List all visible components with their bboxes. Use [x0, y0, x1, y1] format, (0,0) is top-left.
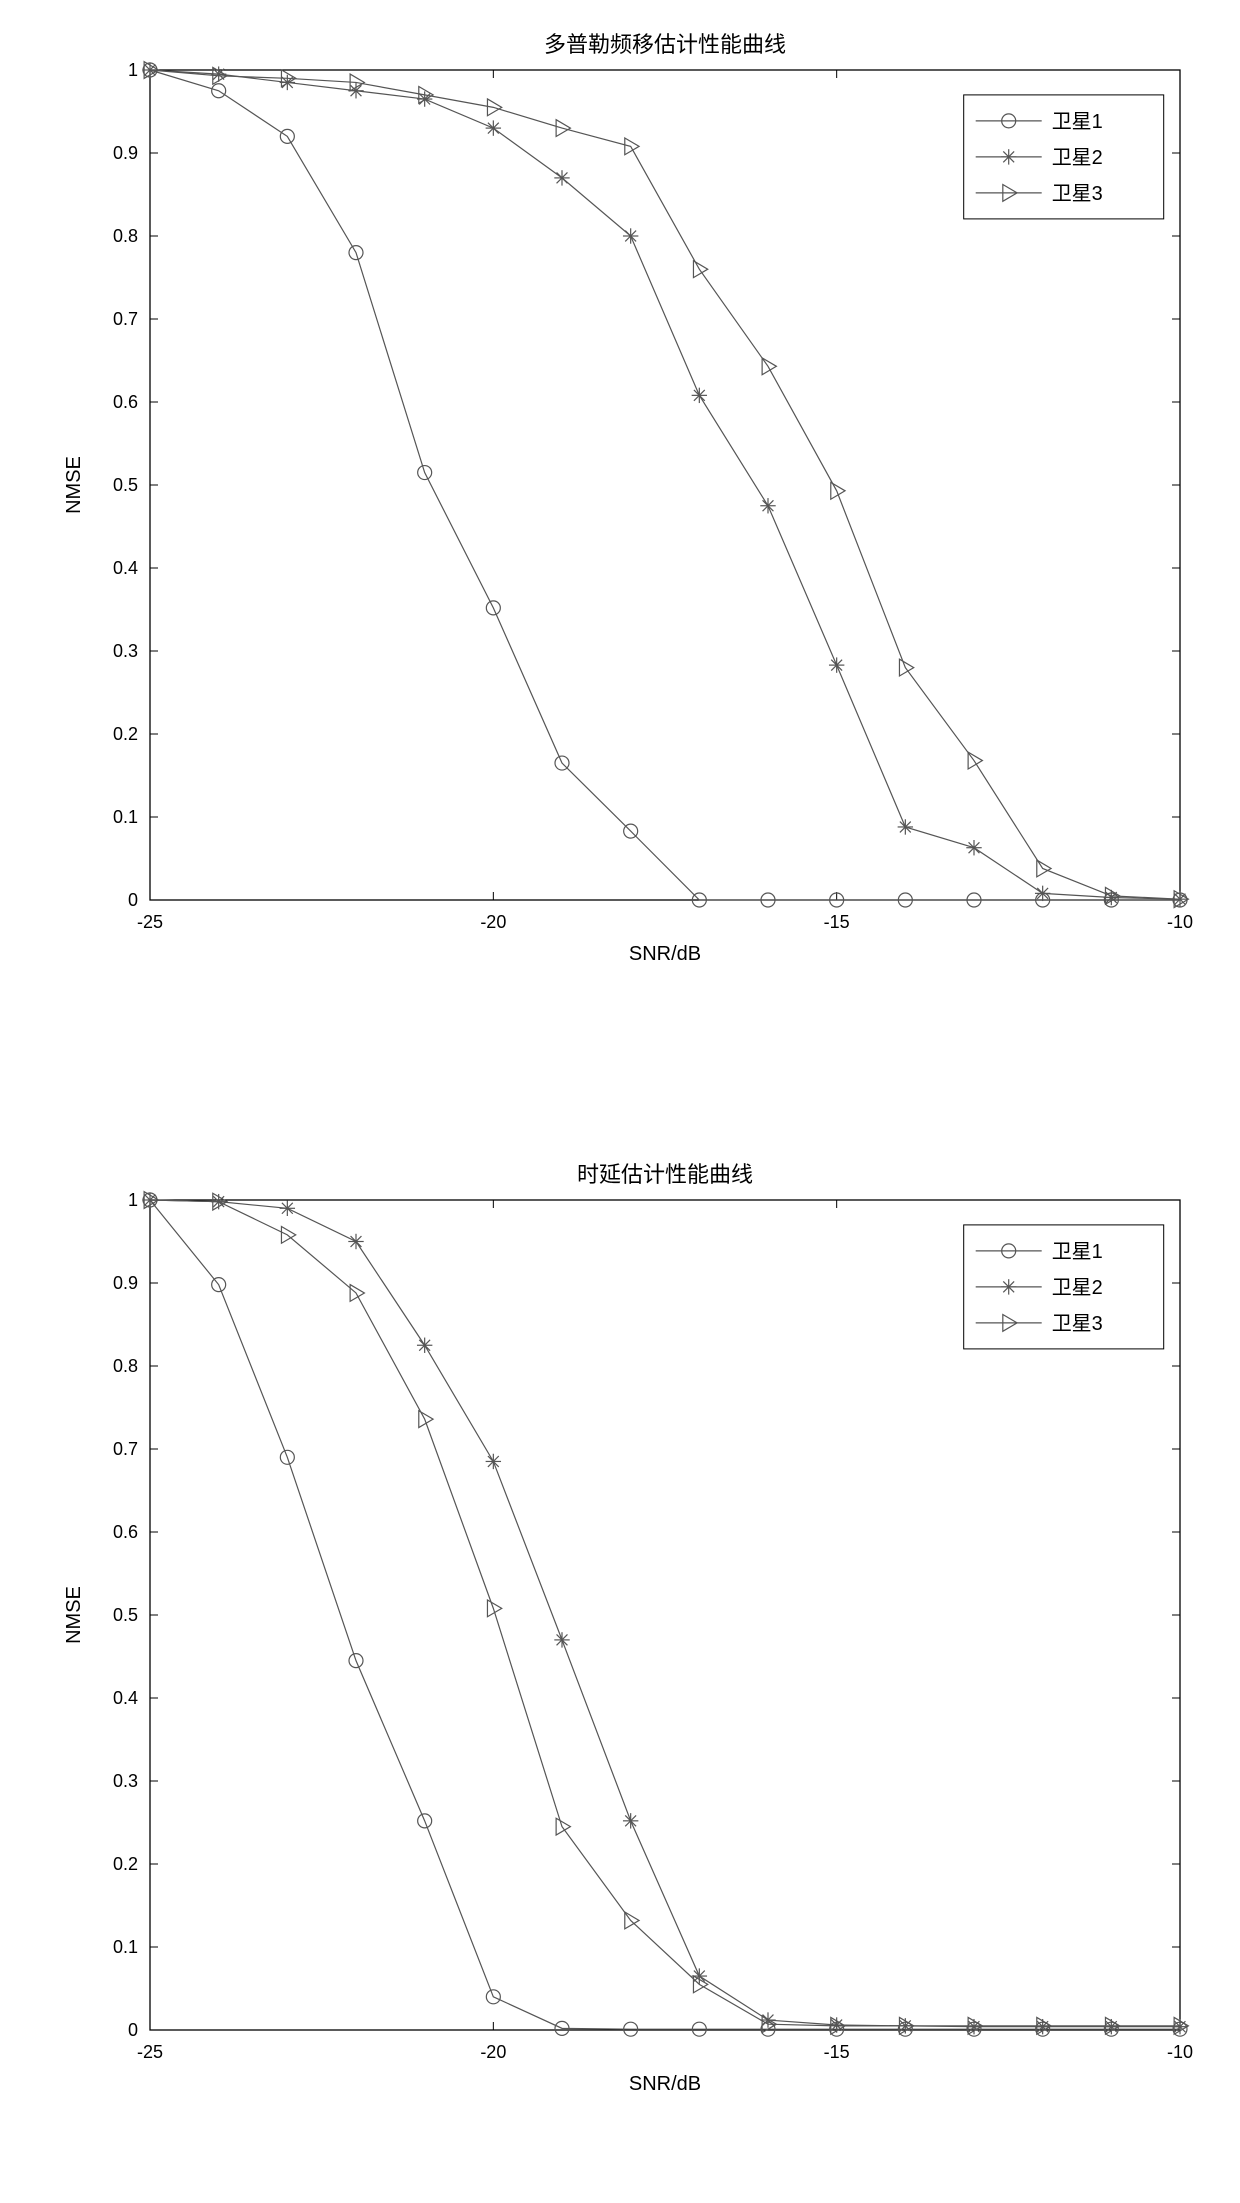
x-axis-label: SNR/dB: [629, 2073, 701, 2095]
x-tick-label: -10: [1167, 2042, 1193, 2062]
y-tick-label: 0.8: [113, 226, 138, 246]
legend-label: 卫星3: [1052, 183, 1103, 205]
y-tick-label: 0.1: [113, 1937, 138, 1957]
y-tick-label: 0.6: [113, 392, 138, 412]
figure-svg: -25 -20 -15 -10 0 0.1 0.2 0.3 0.4 0.5 0.6 0.7 0.8 0.9…: [0, 0, 1240, 2203]
y-tick-label: 0.5: [113, 1605, 138, 1625]
y-tick-label: 0: [128, 2020, 138, 2040]
y-tick-label: 0: [128, 890, 138, 910]
y-axis-label: NMSE: [63, 456, 85, 514]
y-tick-label: 0.4: [113, 1688, 138, 1708]
y-axis-label: NMSE: [63, 1586, 85, 1644]
y-tick-label: 0.9: [113, 143, 138, 163]
y-tick-label: 0.8: [113, 1356, 138, 1376]
y-tick-label: 0.3: [113, 641, 138, 661]
y-tick-label: 0.6: [113, 1522, 138, 1542]
y-tick-label: 0.9: [113, 1273, 138, 1293]
y-tick-label: 0.2: [113, 1854, 138, 1874]
legend-label: 卫星2: [1052, 147, 1103, 169]
legend-label: 卫星1: [1052, 1241, 1103, 1263]
y-tick-label: 1: [128, 1190, 138, 1210]
y-tick-label: 0.2: [113, 724, 138, 744]
chart-title: 时延估计性能曲线: [577, 1162, 753, 1187]
x-tick-label: -15: [824, 912, 850, 932]
x-tick-label: -15: [824, 2042, 850, 2062]
y-tick-label: 0.4: [113, 558, 138, 578]
y-tick-label: 0.7: [113, 1439, 138, 1459]
y-tick-label: 0.3: [113, 1771, 138, 1791]
x-tick-label: -20: [480, 2042, 506, 2062]
x-axis-label: SNR/dB: [629, 943, 701, 965]
y-tick-label: 1: [128, 60, 138, 80]
legend-label: 卫星3: [1052, 1313, 1103, 1335]
y-tick-label: 0.7: [113, 309, 138, 329]
y-tick-label: 0.5: [113, 475, 138, 495]
y-tick-label: 0.1: [113, 807, 138, 827]
x-tick-label: -20: [480, 912, 506, 932]
legend-label: 卫星1: [1052, 111, 1103, 133]
legend-label: 卫星2: [1052, 1277, 1103, 1299]
chart-title: 多普勒频移估计性能曲线: [544, 32, 786, 57]
x-tick-label: -10: [1167, 912, 1193, 932]
x-tick-label: -25: [137, 2042, 163, 2062]
x-tick-label: -25: [137, 912, 163, 932]
chart-page: -25 -20 -15 -10 0 0.1 0.2 0.3 0.4 0.5 0.6 0.7 0.8 0.9…: [0, 0, 1240, 2203]
